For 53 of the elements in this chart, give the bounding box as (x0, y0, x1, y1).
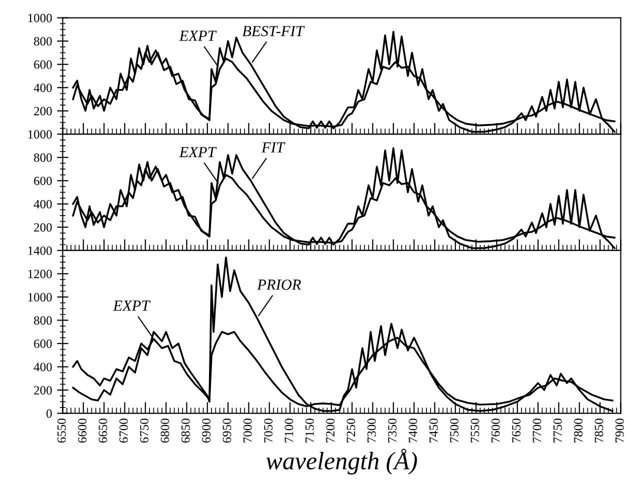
y-tick-label: 1200 (28, 270, 52, 278)
x-tick-label: 7750 (553, 418, 562, 442)
x-tick-label: 6950 (222, 418, 232, 443)
x-tick-label: 7600 (491, 418, 500, 442)
y-tick-label: 1000 (28, 14, 52, 22)
y-tick-label: 800 (34, 316, 52, 325)
y-tick-label: 1000 (28, 293, 52, 302)
x-axis-title: wavelength (Å) (266, 448, 417, 475)
y-tick-label: 1000 (28, 130, 52, 139)
x-tick-label: 7550 (470, 418, 480, 442)
x-tick-label: 7000 (243, 418, 252, 442)
x-tick-label: 7700 (532, 418, 542, 442)
y-tick-label: 400 (34, 362, 52, 372)
y-tick-label: 800 (34, 37, 52, 46)
y-tick-label: 200 (34, 223, 52, 232)
x-tick-label: 7150 (305, 418, 314, 442)
x-tick-label: 7850 (594, 418, 604, 442)
x-tick-label: 7500 (450, 418, 459, 442)
y-tick-label: 400 (34, 84, 52, 92)
x-tick-label: 6650 (98, 418, 108, 443)
x-tick-label: 6900 (202, 418, 211, 443)
x-tick-label: 7100 (284, 418, 294, 442)
x-tick-label: 7300 (367, 418, 376, 442)
x-tick-label: 7900 (615, 418, 624, 442)
annotation: EXPT (112, 300, 151, 311)
x-tick-label: 6550 (57, 418, 66, 443)
x-tick-label: 7800 (574, 418, 583, 442)
annotation: BEST-FIT (242, 26, 305, 36)
x-tick-label: 7350 (388, 418, 397, 442)
annotation: EXPT (179, 147, 217, 158)
x-tick-label: 7650 (512, 418, 521, 442)
x-tick-label: 6800 (160, 418, 170, 443)
x-tick-label: 6750 (140, 418, 148, 443)
y-tick-label: 1400 (28, 246, 52, 255)
y-tick-label: 600 (34, 340, 52, 348)
y-tick-label: 400 (34, 200, 52, 208)
x-tick-label: 7450 (429, 418, 438, 442)
y-tick-label: 0 (46, 409, 52, 418)
y-tick-label: 200 (34, 386, 52, 395)
y-tick-label: 200 (34, 106, 52, 116)
annotation: FIT (261, 142, 286, 152)
y-tick-label: 600 (34, 60, 52, 69)
x-tick-label: 6600 (78, 418, 86, 443)
y-tick-label: 600 (34, 176, 52, 186)
x-tick-label: 7250 (346, 418, 356, 442)
x-tick-label: 7400 (408, 418, 418, 442)
x-tick-label: 6700 (119, 418, 128, 443)
x-tick-label: 6850 (181, 418, 190, 443)
y-tick-label: 800 (34, 153, 52, 162)
x-tick-label: 7050 (264, 418, 273, 442)
annotation: PRIOR (257, 280, 302, 290)
x-tick-label: 7200 (326, 418, 335, 442)
annotation: EXPT (179, 30, 217, 41)
